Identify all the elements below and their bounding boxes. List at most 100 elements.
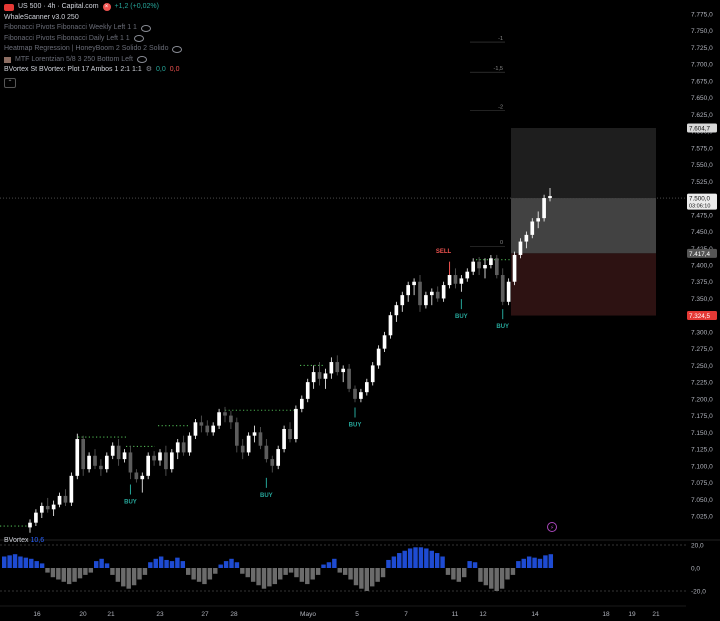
- eye-icon[interactable]: [172, 45, 183, 53]
- candle-body: [276, 449, 281, 466]
- indicator-row[interactable]: Fibonacci Pivots Fibonacci Weekly Left 1…: [4, 23, 182, 34]
- histogram-bar: [288, 568, 294, 573]
- price-tick-label: 7.175,0: [691, 413, 713, 420]
- bvortex-histogram: [0, 544, 686, 592]
- indicator-row[interactable]: WhaleScanner v3.0 250: [4, 13, 182, 24]
- price-tick-label: 7.050,0: [691, 497, 713, 504]
- indicator-name: Fibonacci Pivots Fibonacci Weekly Left 1…: [4, 24, 137, 31]
- histogram-bar: [2, 556, 7, 568]
- indicator-row[interactable]: MTF Lorentzian 5/8 3 250 Bottom Left: [4, 55, 182, 66]
- candle-body: [187, 435, 192, 453]
- candle-body: [69, 475, 74, 503]
- price-tick-label: 7.525,0: [691, 179, 713, 186]
- histogram-bar: [321, 564, 326, 568]
- target-zone: [511, 127, 656, 199]
- histogram-bar: [164, 559, 169, 568]
- candle-body: [81, 439, 86, 470]
- eye-icon[interactable]: [133, 35, 144, 43]
- last-price-badge-bg: [687, 193, 717, 210]
- settings-icon[interactable]: ⚙: [145, 66, 153, 73]
- time-tick-label: 23: [156, 611, 164, 618]
- histogram-bar: [104, 563, 110, 568]
- entry-price-badge: 7.417,4: [689, 251, 711, 258]
- histogram-bar: [397, 553, 402, 568]
- histogram-bar: [353, 568, 359, 586]
- histogram-bar: [256, 568, 261, 586]
- histogram-bar: [445, 568, 451, 575]
- candle-body: [28, 522, 32, 528]
- candle-body: [477, 261, 481, 269]
- histogram-bar: [413, 547, 418, 568]
- symbol-name[interactable]: US 500 · 4h · Capital.com: [18, 3, 99, 10]
- candle-body: [400, 295, 405, 306]
- lightning-icon-glyph: ⚡: [550, 525, 554, 532]
- candle-body: [406, 285, 411, 296]
- histogram-bar: [370, 568, 375, 587]
- histogram-bar: [472, 562, 478, 568]
- candle-body: [169, 452, 174, 470]
- price-tick-label: 7.650,0: [691, 95, 713, 102]
- histogram-bar: [56, 568, 61, 580]
- histogram-bar: [359, 568, 364, 589]
- histogram-bar: [424, 548, 429, 568]
- histogram-bar: [456, 568, 462, 582]
- histogram-bar: [191, 568, 196, 580]
- histogram-bar: [278, 568, 283, 580]
- indicator-value: 0,0: [169, 66, 180, 73]
- eye-icon[interactable]: [140, 24, 151, 32]
- indicator-row[interactable]: Fibonacci Pivots Fibonacci Daily Left 1 …: [4, 34, 182, 45]
- mtf-icon: [4, 56, 11, 63]
- histogram-bar: [326, 562, 332, 568]
- histogram-bar: [153, 558, 158, 568]
- histogram-bar: [110, 568, 115, 575]
- symbol-row[interactable]: US 500 · 4h · Capital.com × +1,2 (+0,02%…: [4, 2, 182, 13]
- candle-body: [335, 362, 340, 373]
- candle-body: [34, 512, 38, 523]
- eye-icon[interactable]: [136, 56, 147, 64]
- histogram-bar: [532, 557, 537, 568]
- candle-body: [134, 472, 139, 480]
- histogram-bar: [380, 568, 386, 578]
- position-zones: [511, 127, 656, 316]
- price-tick-label: 7.300,0: [691, 329, 713, 336]
- candle-body: [483, 265, 487, 269]
- time-tick-label: 12: [479, 611, 487, 618]
- price-tick-label: 7.150,0: [691, 430, 713, 437]
- histogram-bar: [12, 554, 18, 568]
- histogram-bar: [23, 557, 29, 568]
- histogram-bar: [66, 568, 72, 585]
- candle-body: [542, 198, 546, 219]
- indicator-row[interactable]: BVortex St BVortex: Plot 17 Ambos 1 2:1 …: [4, 65, 182, 76]
- histogram-bar: [261, 568, 267, 589]
- histogram-bar: [440, 556, 445, 568]
- candle-body: [424, 295, 428, 306]
- histogram-bar: [207, 568, 213, 580]
- candle-body: [418, 281, 422, 306]
- histogram-bar: [202, 568, 207, 585]
- candle-body: [63, 495, 68, 503]
- symbol-flag-icon: [4, 3, 14, 11]
- candle-body: [364, 382, 369, 393]
- indicator-name: Heatmap Regression | HoneyBoom 2 Solido …: [4, 45, 169, 52]
- histogram-bar: [342, 568, 348, 575]
- indicator-row[interactable]: Heatmap Regression | HoneyBoom 2 Solido …: [4, 44, 183, 55]
- candle-body: [512, 254, 517, 282]
- candle-body: [305, 382, 310, 399]
- candle-body: [459, 278, 464, 284]
- price-tick-label: 7.025,0: [691, 514, 713, 521]
- histogram-bar: [131, 568, 137, 586]
- histogram-bar: [489, 568, 494, 589]
- bvortex-title: BVortex 10,6: [4, 537, 44, 544]
- candle-body: [217, 412, 221, 426]
- histogram-bar: [526, 556, 532, 568]
- price-tick-label: 7.250,0: [691, 363, 713, 370]
- candle-body: [211, 425, 216, 433]
- close-icon[interactable]: ×: [102, 3, 111, 12]
- candle-body: [75, 439, 80, 476]
- candle-body: [530, 221, 535, 235]
- candle-body: [548, 196, 552, 199]
- histogram-bar: [537, 558, 543, 568]
- collapse-legend-icon[interactable]: ⌃: [4, 77, 16, 88]
- candle-body: [282, 428, 286, 450]
